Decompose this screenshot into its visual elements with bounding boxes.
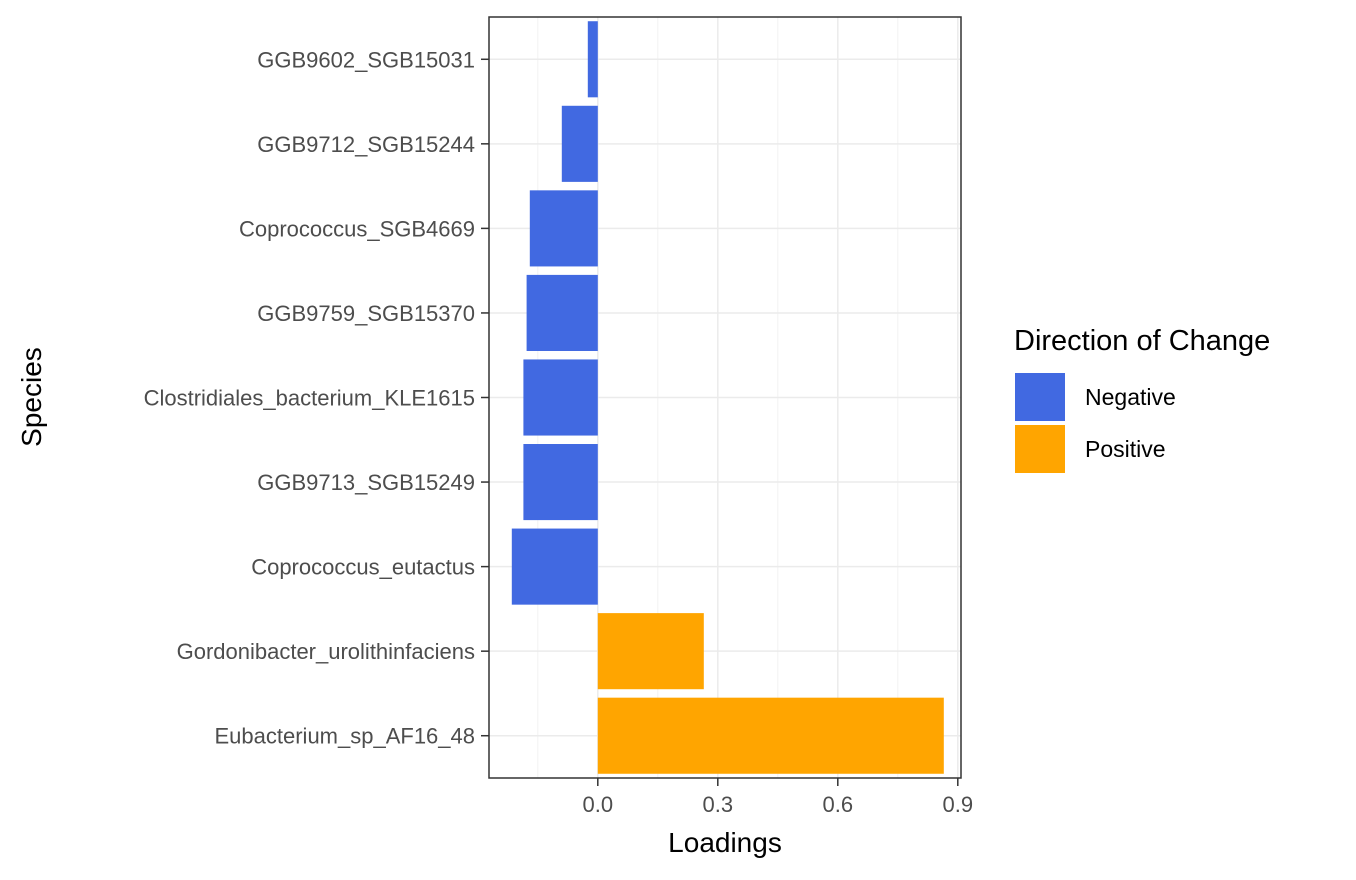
y-tick-label: Eubacterium_sp_AF16_48	[215, 724, 476, 749]
bar	[523, 444, 598, 521]
y-tick-label: Gordonibacter_urolithinfaciens	[177, 639, 475, 664]
x-tick-label: 0.3	[703, 792, 734, 817]
bar	[526, 274, 598, 351]
x-tick-label: 0.9	[943, 792, 974, 817]
legend-key-negative	[1015, 373, 1065, 421]
y-tick-label: Coprococcus_SGB4669	[239, 216, 475, 241]
bar	[561, 105, 598, 182]
x-axis: 0.0 0.3 0.6 0.9	[583, 778, 974, 817]
y-tick-label: Clostridiales_bacterium_KLE1615	[144, 386, 475, 411]
legend-key-positive	[1015, 425, 1065, 473]
legend: Direction of Change Negative Positive	[1014, 325, 1270, 473]
y-tick-label: GGB9713_SGB15249	[257, 470, 475, 495]
x-axis-title: Loadings	[668, 827, 782, 858]
y-tick-label: GGB9602_SGB15031	[257, 47, 475, 72]
legend-label-negative: Negative	[1085, 384, 1176, 410]
bars	[511, 21, 944, 774]
bar	[597, 613, 704, 690]
bar	[523, 359, 598, 436]
bar	[511, 528, 598, 605]
y-tick-label: GGB9759_SGB15370	[257, 301, 475, 326]
bar	[587, 21, 598, 98]
legend-label-positive: Positive	[1085, 436, 1166, 462]
y-tick-label: GGB9712_SGB15244	[257, 132, 475, 157]
y-axis: GGB9602_SGB15031 GGB9712_SGB15244 Coprococ…	[144, 47, 489, 749]
bar	[597, 697, 944, 774]
x-tick-label: 0.6	[823, 792, 854, 817]
legend-title: Direction of Change	[1014, 325, 1270, 357]
x-tick-label: 0.0	[583, 792, 614, 817]
grid-lines	[489, 17, 961, 778]
y-tick-label: Coprococcus_eutactus	[251, 555, 475, 580]
y-axis-title: Species	[16, 347, 47, 447]
bar	[529, 190, 598, 267]
